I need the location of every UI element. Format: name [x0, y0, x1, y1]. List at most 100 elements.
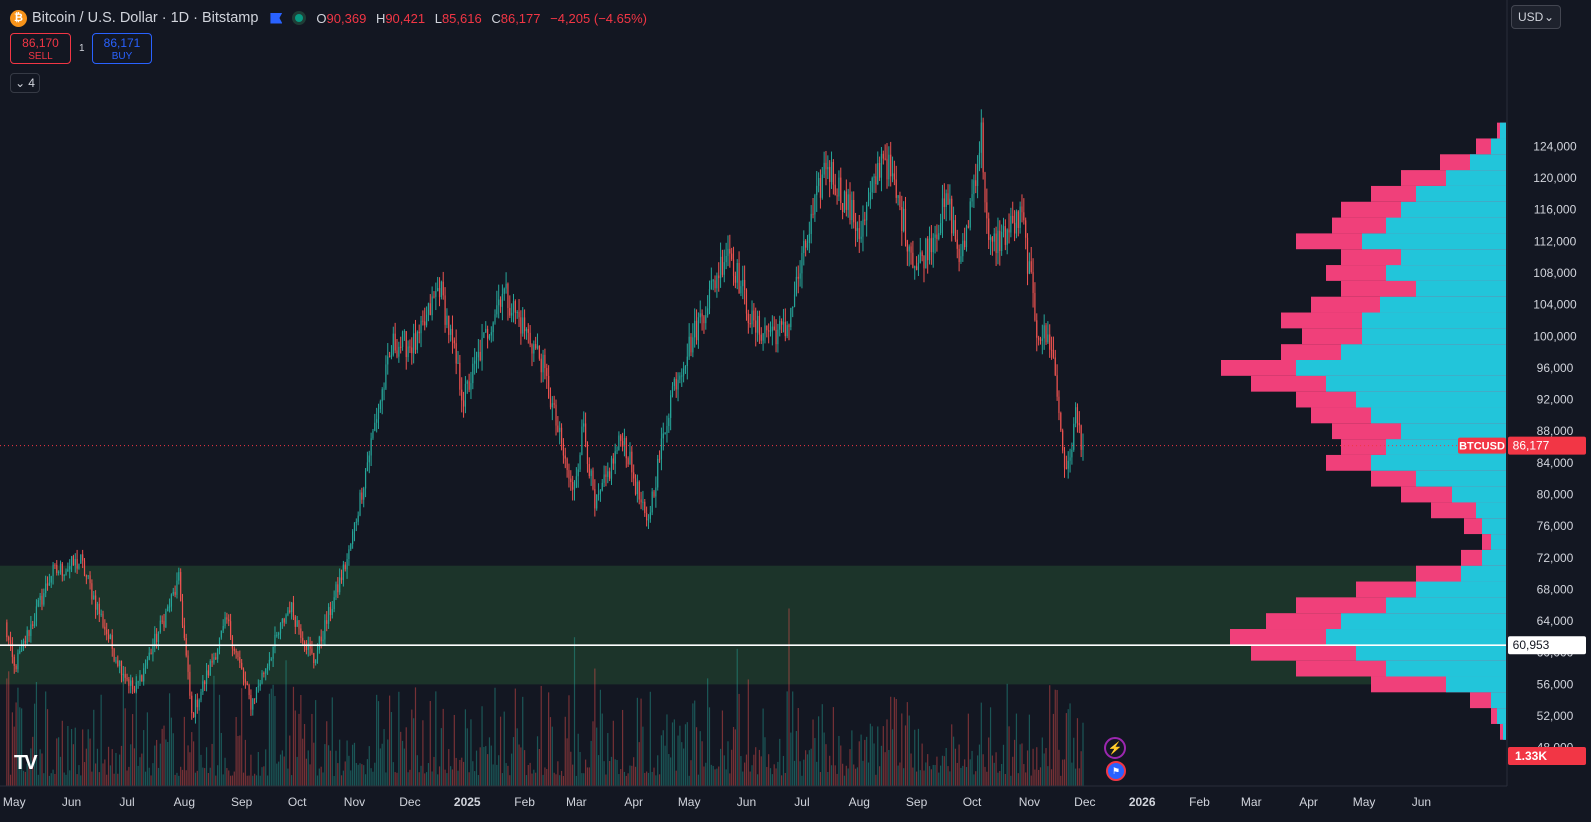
candle-body: [209, 661, 211, 676]
volume-bar: [969, 759, 971, 786]
profile-bar-up: [1461, 565, 1506, 582]
candle-body: [189, 671, 191, 696]
volume-bar: [322, 772, 324, 786]
candle-body: [242, 669, 245, 679]
buy-button[interactable]: 86,171 BUY: [92, 33, 152, 64]
lightning-event-icon[interactable]: ⚡: [1104, 737, 1126, 759]
volume-bar: [165, 739, 167, 786]
volume-bar: [498, 755, 500, 786]
candle-body: [466, 381, 468, 384]
volume-bar: [300, 695, 302, 786]
candle-body: [601, 482, 603, 491]
indicators-toggle[interactable]: ⌄ 4: [10, 73, 40, 93]
volume-bar: [1001, 764, 1003, 786]
volume-bar: [662, 730, 664, 786]
candle-body: [560, 427, 563, 443]
volume-bar: [1021, 743, 1023, 786]
volume-bar: [799, 761, 801, 786]
volume-bar: [54, 773, 56, 786]
candle-body: [102, 613, 104, 627]
volume-bar: [623, 771, 626, 786]
volume-badge-label: 1.33K: [1515, 749, 1547, 763]
volume-bar: [357, 764, 359, 786]
volume-bar: [906, 702, 908, 786]
volume-bar: [137, 765, 139, 786]
volume-bar: [424, 773, 426, 786]
candle-body: [239, 657, 241, 663]
volume-bar: [72, 744, 75, 786]
profile-bar-up: [1386, 660, 1506, 677]
volume-bar: [1071, 762, 1073, 786]
volume-bar: [281, 750, 283, 786]
candle-body: [503, 288, 505, 294]
profile-bar-up: [1446, 170, 1506, 186]
volume-bar: [466, 728, 468, 786]
volume-bar: [67, 726, 69, 786]
candle-body: [925, 238, 927, 269]
volume-bar: [758, 749, 761, 786]
volume-bar: [387, 739, 389, 786]
candle-body: [875, 176, 877, 185]
candle-body: [562, 442, 565, 456]
candle-body: [33, 621, 36, 626]
candle-body: [274, 634, 276, 647]
candle-body: [642, 501, 644, 503]
profile-bar-up: [1500, 122, 1506, 139]
candle-body: [936, 234, 938, 240]
volume-bar: [329, 750, 332, 786]
candle-body: [627, 458, 629, 465]
volume-bar: [812, 719, 814, 786]
candle-body: [241, 662, 243, 670]
volume-bar: [744, 762, 746, 786]
volume-bar: [880, 745, 883, 786]
volume-bar: [633, 757, 635, 786]
market-status-icon[interactable]: [292, 11, 307, 25]
flag-icon[interactable]: [270, 12, 283, 24]
sell-button[interactable]: 86,170 SELL: [10, 33, 71, 64]
volume-bar: [1028, 714, 1030, 786]
volume-bar: [1017, 773, 1019, 786]
volume-bar: [468, 772, 470, 786]
volume-bar: [263, 766, 265, 786]
volume-bar: [989, 707, 992, 786]
volume-bar: [472, 761, 474, 786]
volume-bar: [538, 748, 540, 786]
candle-body: [535, 344, 537, 349]
candle-body: [46, 583, 49, 586]
candle-body: [218, 637, 221, 650]
symbol-title[interactable]: Bitcoin / U.S. Dollar · 1D · Bitstamp: [32, 10, 259, 26]
volume-bar: [409, 769, 411, 786]
candle-body: [368, 455, 370, 463]
price-axis-bg: [1507, 0, 1591, 822]
volume-bar: [1065, 713, 1067, 786]
volume-bar: [507, 765, 509, 786]
volume-bar: [596, 727, 598, 786]
profile-bar-up: [1503, 723, 1506, 740]
volume-bar: [107, 746, 110, 786]
volume-bar: [788, 608, 790, 786]
currency-select[interactable]: USD ⌄: [1511, 5, 1561, 29]
volume-bar: [109, 765, 111, 786]
volume-bar: [302, 738, 304, 786]
volume-bar: [130, 744, 132, 786]
candle-body: [533, 344, 535, 354]
candle-body: [146, 659, 148, 666]
candle-body: [250, 695, 252, 710]
us-flag-event-icon[interactable]: ⚑: [1106, 761, 1126, 781]
candle-body: [575, 476, 577, 488]
volume-bar: [817, 716, 820, 786]
volume-bar: [901, 713, 903, 786]
volume-bar: [638, 742, 640, 786]
volume-bar: [24, 771, 26, 786]
candle-body: [307, 643, 309, 650]
candle-body: [688, 336, 690, 357]
volume-bar: [683, 748, 685, 786]
volume-bar: [411, 709, 413, 786]
candle-body: [479, 351, 481, 361]
candle-body: [17, 652, 19, 670]
volume-bar: [135, 674, 137, 786]
candle-body: [973, 180, 975, 195]
last-price-label: 86,177: [1513, 439, 1550, 453]
candle-body: [1076, 407, 1079, 423]
